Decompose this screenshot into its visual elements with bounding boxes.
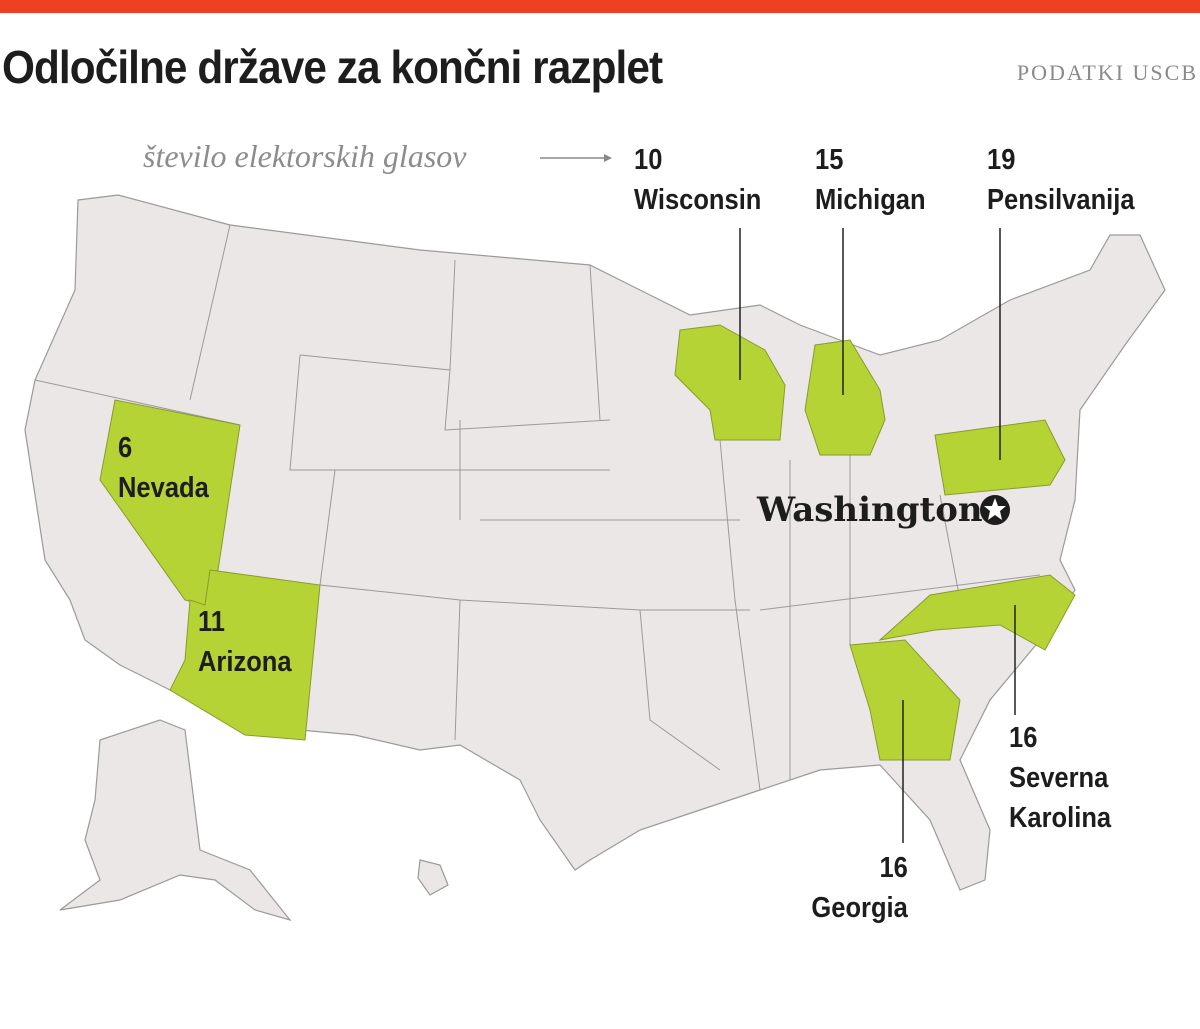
state-georgia	[849, 639, 961, 761]
alaska	[59, 719, 292, 922]
accent-bar	[0, 0, 1200, 13]
label-nevada: 6 Nevada	[118, 432, 209, 504]
legend-label: število elektorskih glasov	[143, 138, 467, 174]
state-wisconsin	[674, 324, 786, 441]
state-michigan	[804, 339, 886, 456]
label-michigan: 15 Michigan	[815, 144, 926, 216]
source-label: PODATKI USCB	[1016, 60, 1198, 85]
label-north-carolina: 16 Severna Karolina	[1009, 722, 1112, 834]
state-arizona	[169, 569, 321, 741]
hawaii	[417, 859, 449, 896]
label-arizona: 11 Arizona	[198, 606, 292, 678]
arrow-head	[604, 154, 612, 162]
star-in-circle-icon	[980, 495, 1010, 525]
state-north-carolina	[878, 574, 1076, 651]
page-title: Odločilne države za končni razplet	[2, 41, 663, 93]
label-pennsylvania: 19 Pensilvanija	[987, 144, 1135, 216]
label-wisconsin: 10 Wisconsin	[634, 144, 762, 216]
label-georgia: 16 Georgia	[811, 852, 908, 924]
capital-label: Washington	[757, 490, 983, 530]
